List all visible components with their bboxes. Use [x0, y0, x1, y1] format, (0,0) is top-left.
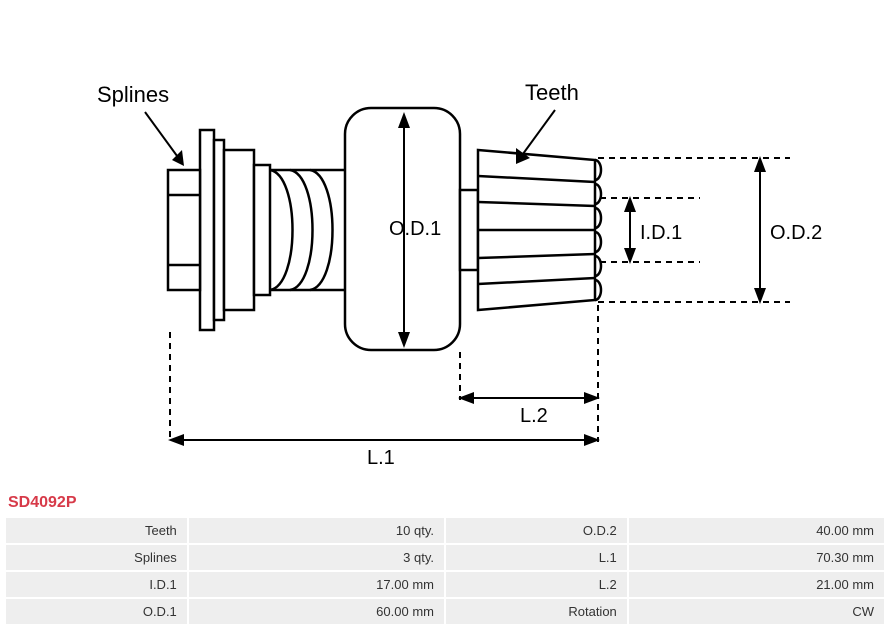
diagram-svg [0, 0, 889, 490]
spec-key: Teeth [6, 518, 187, 543]
od1-label: O.D.1 [389, 218, 441, 241]
spec-table: Teeth10 qty.O.D.240.00 mmSplines3 qty.L.… [4, 516, 886, 626]
spec-key: L.1 [446, 545, 627, 570]
spec-key: O.D.1 [6, 599, 187, 624]
teeth-label: Teeth [525, 80, 579, 106]
spec-key: I.D.1 [6, 572, 187, 597]
table-row: Teeth10 qty.O.D.240.00 mm [6, 518, 884, 543]
spec-val: 17.00 mm [189, 572, 444, 597]
spec-key: L.2 [446, 572, 627, 597]
table-row: I.D.117.00 mmL.221.00 mm [6, 572, 884, 597]
table-row: Splines3 qty.L.170.30 mm [6, 545, 884, 570]
technical-diagram: Splines Teeth O.D.1 O.D.2 I.D.1 L.1 L.2 [0, 0, 889, 490]
spec-val: CW [629, 599, 884, 624]
spec-val: 10 qty. [189, 518, 444, 543]
splines-label: Splines [97, 82, 169, 108]
od2-label: O.D.2 [770, 222, 822, 245]
table-row: O.D.160.00 mmRotationCW [6, 599, 884, 624]
l2-label: L.2 [520, 405, 548, 428]
l1-label: L.1 [367, 447, 395, 470]
id1-label: I.D.1 [640, 222, 682, 245]
spec-key: Splines [6, 545, 187, 570]
spec-key: O.D.2 [446, 518, 627, 543]
spec-val: 3 qty. [189, 545, 444, 570]
part-number: SD4092P [0, 490, 889, 516]
spec-val: 21.00 mm [629, 572, 884, 597]
spec-val: 70.30 mm [629, 545, 884, 570]
spec-val: 40.00 mm [629, 518, 884, 543]
spec-key: Rotation [446, 599, 627, 624]
spec-val: 60.00 mm [189, 599, 444, 624]
